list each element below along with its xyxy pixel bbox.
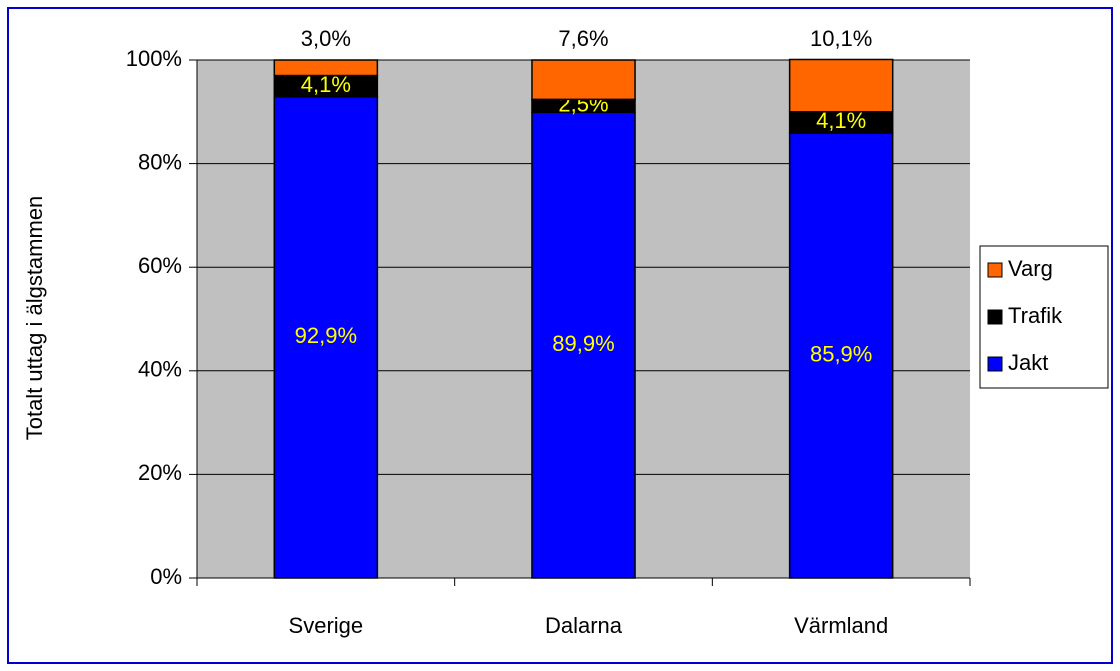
y-tick-label: 60%: [138, 253, 182, 278]
bar-segment: [788, 58, 894, 113]
data-label: 85,9%: [810, 341, 872, 366]
legend-label: Trafik: [1008, 303, 1063, 328]
bar-segment: [531, 111, 636, 579]
bar-segment: [788, 132, 894, 579]
data-label: 89,9%: [552, 331, 614, 356]
bar-segment: [273, 96, 379, 579]
data-label: 10,1%: [810, 26, 872, 51]
legend-label: Jakt: [1008, 350, 1048, 375]
data-label: 92,9%: [295, 323, 357, 348]
legend-label: Varg: [1008, 256, 1053, 281]
x-tick-label: Värmland: [794, 613, 888, 638]
data-label: 7,6%: [558, 26, 608, 51]
legend-swatch: [987, 309, 1003, 325]
x-tick-label: Dalarna: [545, 613, 623, 638]
y-axis-label: Totalt uttag i älgstammen: [22, 196, 47, 441]
legend-swatch: [987, 262, 1003, 278]
bar-segment: [273, 59, 379, 77]
y-tick-label: 0%: [150, 564, 182, 589]
x-tick-label: Sverige: [289, 613, 364, 638]
data-label: 3,0%: [301, 26, 351, 51]
legend-swatch: [987, 356, 1003, 372]
y-tick-label: 80%: [138, 149, 182, 174]
y-tick-label: 20%: [138, 460, 182, 485]
bar-segment: [531, 59, 636, 101]
y-tick-label: 100%: [126, 46, 182, 71]
y-tick-label: 40%: [138, 357, 182, 382]
